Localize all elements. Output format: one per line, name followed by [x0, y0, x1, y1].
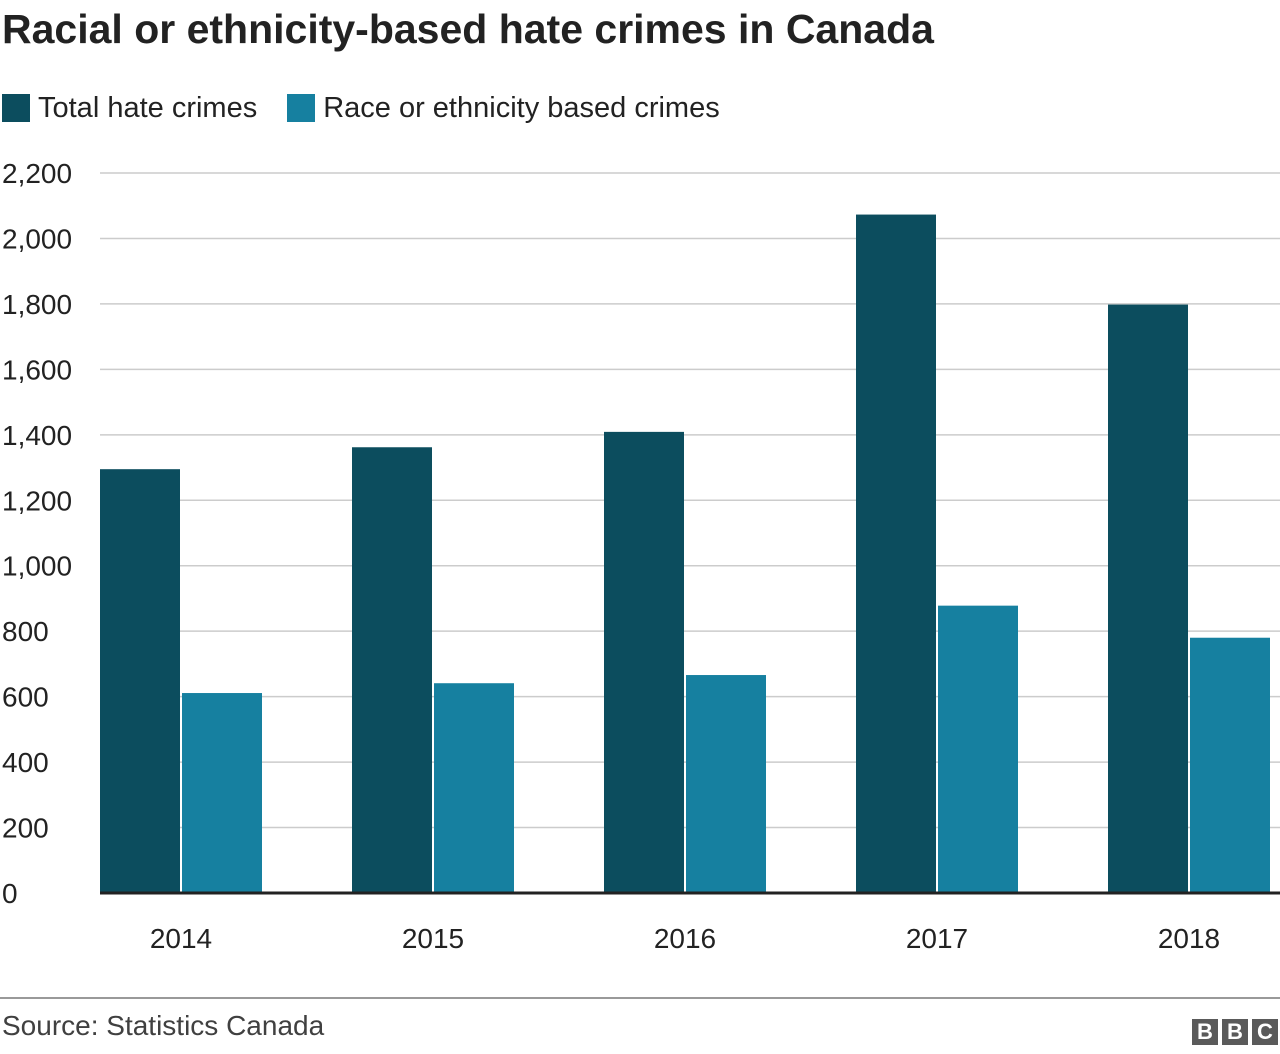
bar-race-ethnicity-crimes: [938, 605, 1018, 893]
bar-race-ethnicity-crimes: [686, 675, 766, 893]
bar-total-hate-crimes: [100, 469, 180, 893]
x-tick-label: 2016: [654, 923, 716, 954]
bbc-logo-letter: B: [1192, 1019, 1218, 1045]
legend-label-total: Total hate crimes: [38, 91, 258, 124]
y-tick-label: 1,400: [2, 420, 72, 451]
y-tick-label: 1,800: [2, 289, 72, 320]
x-tick-label: 2018: [1158, 923, 1220, 954]
bar-race-ethnicity-crimes: [182, 693, 262, 893]
y-tick-label: 1,200: [2, 485, 72, 516]
x-tick-label: 2014: [150, 923, 212, 954]
legend-swatch-total: [2, 94, 30, 122]
x-tick-label: 2017: [906, 923, 968, 954]
y-tick-label: 2,000: [2, 223, 72, 254]
bar-race-ethnicity-crimes: [1190, 637, 1270, 893]
legend: Total hate crimes Race or ethnicity base…: [2, 88, 750, 128]
y-tick-label: 800: [2, 616, 49, 647]
legend-item-race: Race or ethnicity based crimes: [287, 92, 720, 125]
bar-total-hate-crimes: [352, 447, 432, 893]
y-tick-label: 600: [2, 682, 49, 713]
y-tick-label: 200: [2, 813, 49, 844]
legend-item-total: Total hate crimes: [2, 92, 257, 125]
bar-total-hate-crimes: [856, 214, 936, 894]
source-note: Source: Statistics Canada: [2, 1010, 325, 1041]
footer-divider: [0, 997, 1280, 999]
chart-title: Racial or ethnicity-based hate crimes in…: [2, 6, 934, 52]
bar-chart: 0 200 400 600 800 1,000 1,200 1,400 1,600 1,800 2,…: [2, 158, 1280, 954]
bbc-logo-letter: B: [1222, 1019, 1248, 1045]
y-tick-label: 0: [2, 878, 18, 909]
y-tick-label: 1,600: [2, 354, 72, 385]
y-tick-label: 1,000: [2, 551, 72, 582]
legend-label-race: Race or ethnicity based crimes: [323, 91, 720, 124]
x-tick-label: 2015: [402, 923, 464, 954]
bbc-logo: B B C: [1192, 1019, 1278, 1045]
bar-race-ethnicity-crimes: [434, 683, 514, 893]
y-tick-label: 400: [2, 747, 49, 778]
bar-total-hate-crimes: [1108, 304, 1188, 894]
y-tick-label: 2,200: [2, 158, 72, 189]
bbc-logo-letter: C: [1252, 1019, 1278, 1045]
legend-swatch-race: [287, 94, 316, 122]
bar-total-hate-crimes: [604, 431, 684, 893]
